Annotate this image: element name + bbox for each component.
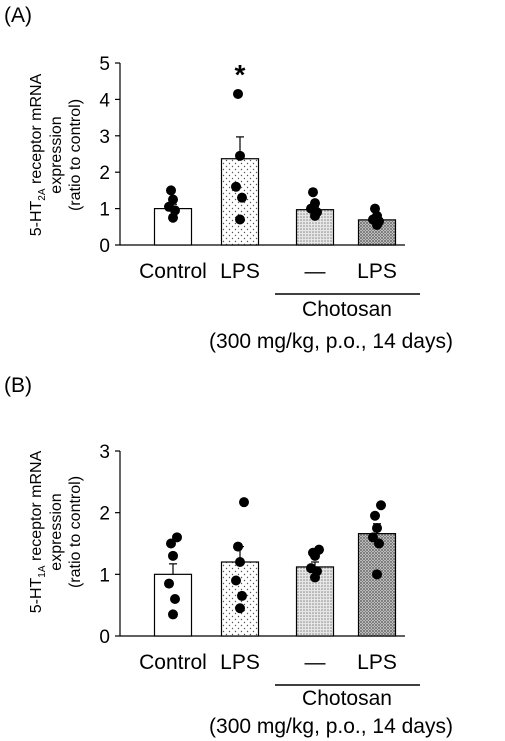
chart-marks: 0 1 2 3 Control LPS — LPS	[99, 442, 420, 686]
data-point	[164, 201, 174, 212]
y-tick-label: 5	[99, 54, 110, 75]
x-tick-label: LPS	[220, 651, 260, 674]
y-tick-label: 2	[99, 163, 110, 184]
panel-label: (A)	[4, 4, 32, 27]
x-tick-label: Control	[139, 260, 207, 283]
panel-a: (A) 5-HT2A receptor mRNA expression (rat…	[4, 4, 453, 353]
y-tick-label: 4	[99, 90, 110, 111]
chart-marks: 0 1 2 3 4 5 Control LPS — LPS *	[99, 54, 420, 295]
data-point	[306, 563, 316, 574]
y-tick-label: 1	[99, 200, 110, 221]
data-point	[231, 575, 241, 586]
data-point	[168, 194, 178, 205]
data-point	[237, 590, 247, 601]
significance-marker: *	[235, 59, 246, 90]
group-note: (300 mg/kg, p.o., 14 days)	[209, 330, 453, 353]
data-point	[235, 214, 245, 225]
y-tick-label: 0	[99, 236, 110, 257]
data-point	[235, 557, 245, 567]
y-axis-label-line-3: (ratio to control)	[67, 476, 84, 588]
group-label: Chotosan	[302, 687, 392, 710]
group-note: (300 mg/kg, p.o., 14 days)	[209, 715, 453, 738]
panel-b: (B) 5-HT1A receptor mRNA expression (rat…	[4, 374, 453, 738]
data-point	[372, 569, 382, 580]
x-tick-label: LPS	[357, 651, 397, 674]
data-point	[376, 500, 386, 511]
y-axis-label: 5-HT1A receptor mRNA	[28, 450, 48, 613]
group-label: Chotosan	[302, 298, 392, 321]
data-point	[166, 185, 176, 196]
y-axis-label-rest: receptor mRNA	[28, 450, 45, 565]
data-point	[172, 532, 182, 543]
y-axis-label-line-3: (ratio to control)	[67, 99, 84, 211]
data-point	[370, 510, 380, 521]
bar	[357, 533, 397, 637]
data-point	[235, 150, 245, 161]
data-point	[164, 578, 174, 589]
y-tick-label: 2	[99, 504, 110, 525]
y-axis-label-rest: receptor mRNA	[28, 73, 45, 188]
y-axis-label-main: 5-HT	[28, 577, 45, 613]
y-axis-label-subscript: 2A	[37, 188, 48, 201]
data-point	[314, 544, 324, 555]
data-point	[168, 609, 178, 620]
data-point	[233, 541, 243, 552]
y-axis-label-main: 5-HT	[28, 200, 45, 236]
y-tick-label: 3	[99, 127, 110, 148]
data-point	[308, 187, 318, 198]
y-tick-label: 3	[99, 442, 110, 463]
data-point	[233, 88, 243, 99]
data-point	[370, 203, 380, 214]
data-point	[310, 198, 320, 209]
x-tick-label: LPS	[357, 260, 397, 283]
data-point	[231, 181, 241, 192]
y-tick-label: 0	[99, 627, 110, 648]
y-axis-label-line-2: expression	[48, 493, 65, 570]
x-tick-label: —	[305, 260, 326, 283]
data-point	[368, 532, 378, 543]
data-point	[170, 594, 180, 604]
y-axis-label-subscript: 1A	[37, 565, 48, 578]
data-point	[239, 497, 249, 508]
y-tick-label: 1	[99, 565, 110, 586]
y-axis-label: 5-HT2A receptor mRNA	[28, 73, 48, 236]
data-point	[374, 538, 384, 549]
x-tick-label: Control	[139, 651, 207, 674]
panel-label: (B)	[4, 374, 32, 397]
data-point	[372, 523, 382, 534]
x-tick-label: LPS	[220, 260, 260, 283]
data-point	[235, 603, 245, 614]
data-point	[168, 550, 178, 561]
data-point	[237, 192, 247, 203]
x-tick-label: —	[305, 651, 326, 674]
y-axis-label-line-2: expression	[48, 116, 65, 193]
data-point	[166, 538, 176, 549]
